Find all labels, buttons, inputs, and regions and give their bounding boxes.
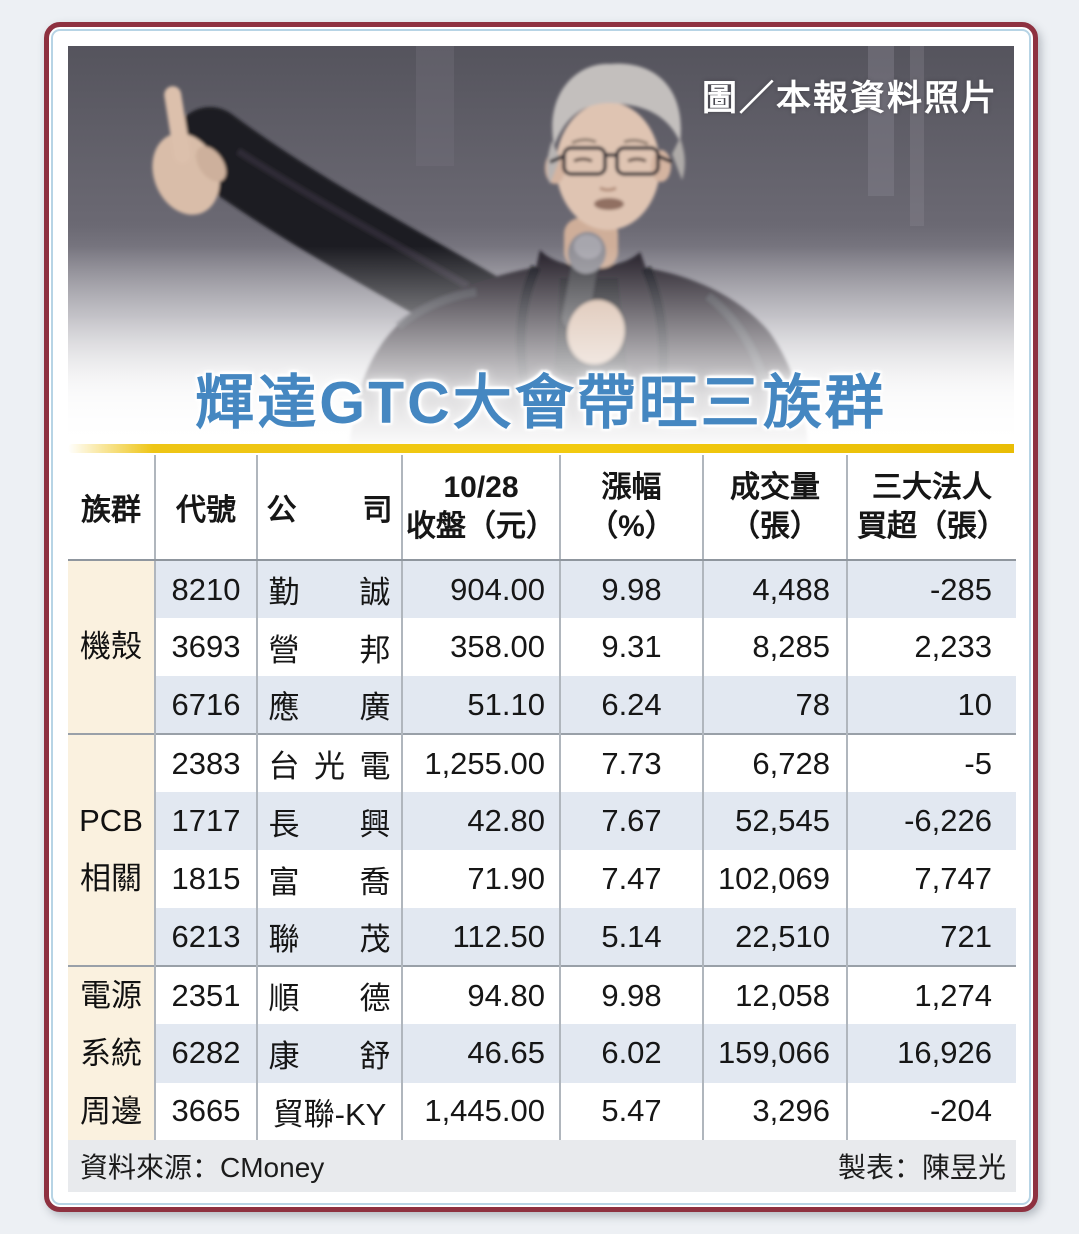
table-row: 電源 系統 周邊 2351 順德 94.80 9.98 12,058 1,274 xyxy=(68,964,1016,1141)
cell-change: 7.73 xyxy=(559,733,703,792)
cell-volume: 159,066 xyxy=(702,1024,847,1083)
cell-change: 6.02 xyxy=(559,1024,703,1083)
table-body: 機殼 8210 勤誠 904.00 9.98 4,488 -285 3693 營邦 358.00 9… xyxy=(68,559,1016,1143)
gold-divider xyxy=(68,444,1014,453)
cell-company: 長興 xyxy=(256,792,402,850)
table-row: 6213 聯茂 112.50 5.14 22,510 721 xyxy=(68,908,1016,966)
cell-company: 順德 xyxy=(256,964,402,1025)
cell-volume: 52,545 xyxy=(702,792,847,850)
cell-change: 7.47 xyxy=(559,850,703,908)
cell-code: 2383 xyxy=(154,733,257,792)
table-row: 3693 營邦 358.00 9.31 8,285 2,233 xyxy=(68,618,1016,676)
credit-label: 製表：陳昱光 xyxy=(837,1152,1006,1183)
cell-net-buy: 721 xyxy=(846,908,1016,966)
table-row: 6716 應廣 51.10 6.24 78 10 xyxy=(68,676,1016,734)
cell-code: 3665 xyxy=(154,1082,257,1143)
cell-code: 2351 xyxy=(154,964,257,1025)
table-row: 機殼 8210 勤誠 904.00 9.98 4,488 -285 xyxy=(68,559,1016,734)
col-header-net-buy: 三大法人 買超（張） xyxy=(846,455,1016,561)
cell-volume: 22,510 xyxy=(702,908,847,966)
table-row: 1815 富喬 71.90 7.47 102,069 7,747 xyxy=(68,850,1016,908)
cell-net-buy: 16,926 xyxy=(846,1024,1016,1083)
cell-volume: 102,069 xyxy=(702,850,847,908)
table-row: PCB 相關 2383 台光電 1,255.00 7.73 6,728 -5 xyxy=(68,733,1016,966)
col-header-company: 公司 xyxy=(256,455,402,561)
cell-volume: 8,285 xyxy=(702,618,847,676)
photo: 圖／本報資料照片 輝達GTC大會帶旺三族群 xyxy=(68,46,1014,444)
cell-close: 51.10 xyxy=(401,676,560,734)
group-label-cell: PCB 相關 xyxy=(68,733,155,966)
cell-close: 46.65 xyxy=(401,1024,560,1083)
cell-change: 5.47 xyxy=(559,1082,703,1143)
cell-net-buy: 10 xyxy=(846,676,1016,734)
photo-credit-caption: 圖／本報資料照片 xyxy=(701,79,998,118)
cell-change: 7.67 xyxy=(559,792,703,850)
cell-net-buy: -6,226 xyxy=(846,792,1016,850)
cell-change: 6.24 xyxy=(559,676,703,734)
cell-code: 6282 xyxy=(154,1024,257,1083)
cell-code: 8210 xyxy=(154,559,257,618)
cell-net-buy: 2,233 xyxy=(846,618,1016,676)
col-header-change: 漲幅 （%） xyxy=(559,455,703,561)
cell-company: 貿聯-KY xyxy=(256,1082,402,1143)
cell-company: 營邦 xyxy=(256,618,402,676)
cell-change: 9.31 xyxy=(559,618,703,676)
cell-net-buy: -5 xyxy=(846,733,1016,792)
cell-code: 3693 xyxy=(154,618,257,676)
cell-volume: 4,488 xyxy=(702,559,847,618)
cell-volume: 3,296 xyxy=(702,1082,847,1143)
cell-code: 6213 xyxy=(154,908,257,966)
table-row: 1717 長興 42.80 7.67 52,545 -6,226 xyxy=(68,792,1016,850)
cell-close: 358.00 xyxy=(401,618,560,676)
cell-net-buy: 1,274 xyxy=(846,964,1016,1025)
headline-title: 輝達GTC大會帶旺三族群 xyxy=(195,370,887,436)
header-row: 族群 代號公司 10/28 收盤（元） 漲幅 （%） 成交量 （張） 三大法人 買超（張） xyxy=(68,455,1016,561)
source-label: 資料來源：CMoney xyxy=(80,1152,325,1183)
cell-volume: 78 xyxy=(702,676,847,734)
cell-company: 富喬 xyxy=(256,850,402,908)
cell-volume: 6,728 xyxy=(702,733,847,792)
cell-close: 71.90 xyxy=(401,850,560,908)
group-label-cell: 機殼 xyxy=(68,559,155,734)
cell-close: 42.80 xyxy=(401,792,560,850)
cell-company: 康舒 xyxy=(256,1024,402,1083)
cell-company: 勤誠 xyxy=(256,559,402,618)
cell-code: 1815 xyxy=(154,850,257,908)
jensen-huang-photo-illustration xyxy=(68,46,1014,444)
cell-company: 聯茂 xyxy=(256,908,402,966)
cell-close: 1,255.00 xyxy=(401,733,560,792)
group-label-cell: 電源 系統 周邊 xyxy=(68,965,155,1141)
cell-code: 1717 xyxy=(154,792,257,850)
col-header-code: 代號 xyxy=(154,455,257,561)
cell-company: 台光電 xyxy=(256,733,402,792)
stock-table: 族群 代號公司 10/28 收盤（元） 漲幅 （%） 成交量 （張） 三大法人 買超（張） 機殼 8… xyxy=(68,455,1016,1143)
table-head: 族群 代號公司 10/28 收盤（元） 漲幅 （%） 成交量 （張） 三大法人 買超（張） xyxy=(68,455,1016,561)
col-header-volume: 成交量 （張） xyxy=(702,455,847,561)
cell-net-buy: -285 xyxy=(846,559,1016,618)
cell-net-buy: -204 xyxy=(846,1082,1016,1143)
cell-close: 904.00 xyxy=(401,559,560,618)
cell-close: 1,445.00 xyxy=(401,1082,560,1143)
col-header-group: 族群 xyxy=(68,455,155,561)
table-row: 3665 貿聯-KY 1,445.00 5.47 3,296 -204 xyxy=(68,1082,1016,1143)
cell-change: 9.98 xyxy=(559,559,703,618)
table-footer: 資料來源：CMoney 製表：陳昱光 xyxy=(68,1140,1016,1192)
cell-change: 5.14 xyxy=(559,908,703,966)
table-row: 6282 康舒 46.65 6.02 159,066 16,926 xyxy=(68,1024,1016,1083)
cell-code: 6716 xyxy=(154,676,257,734)
cell-volume: 12,058 xyxy=(702,964,847,1025)
cell-close: 112.50 xyxy=(401,908,560,966)
cell-company: 應廣 xyxy=(256,676,402,734)
cell-close: 94.80 xyxy=(401,964,560,1025)
col-header-close: 10/28 收盤（元） xyxy=(401,455,560,561)
news-clipping-card: 圖／本報資料照片 輝達GTC大會帶旺三族群 族群 代號公司 10/28 收盤（元） 漲幅… xyxy=(44,22,1038,1212)
cell-change: 9.98 xyxy=(559,964,703,1025)
cell-net-buy: 7,747 xyxy=(846,850,1016,908)
